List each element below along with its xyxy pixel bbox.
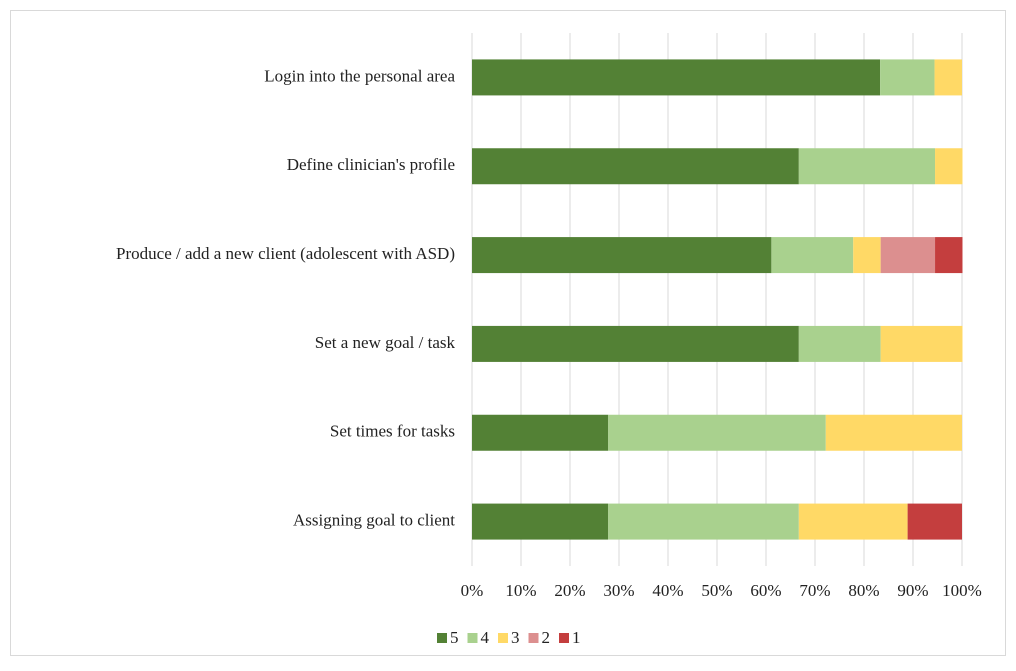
y-tick-label: Produce / add a new client (adolescent w… [116,244,455,263]
y-tick-label: Login into the personal area [264,66,455,85]
x-tick-label: 60% [750,581,781,600]
y-tick-label: Assigning goal to client [293,510,455,529]
x-tick-label: 80% [848,581,879,600]
legend-swatch [467,633,478,643]
x-tick-label: 20% [554,581,585,600]
x-tick-label: 30% [603,581,634,600]
x-tick-label: 90% [897,581,928,600]
bar-segment [472,59,881,96]
legend-swatch [437,633,447,643]
x-tick-label: 70% [799,581,830,600]
y-tick-label: Set a new goal / task [315,333,456,352]
bar-segment [608,503,799,540]
legend-label: 3 [511,628,520,647]
bar-segment [853,237,881,274]
y-tick-label: Define clinician's profile [287,155,455,174]
legend-label: 5 [450,628,459,647]
bar-segment [880,325,963,362]
x-tick-label: 100% [942,581,982,600]
bar-segment [472,325,799,362]
legend-label: 2 [542,628,551,647]
bar-segment [608,414,826,451]
bar-segment [771,237,854,274]
x-tick-label: 50% [701,581,732,600]
bar-segment [825,414,962,451]
legend-swatch [528,633,539,643]
y-tick-label: Set times for tasks [330,422,455,441]
bar-segment [472,237,772,274]
bar-segment [798,325,881,362]
bar-segment [880,59,935,96]
bar-segment [935,148,963,185]
bar-segment [472,414,609,451]
x-tick-label: 40% [652,581,683,600]
bar-segment [472,503,609,540]
bar-segment [880,237,936,274]
bar-segment [935,237,963,274]
x-tick-label: 0% [461,581,484,600]
legend-label: 1 [572,628,581,647]
bar-segment [798,503,908,540]
bar-segment [798,148,936,185]
bar-segment [934,59,962,96]
legend-label: 4 [481,628,490,647]
legend-swatch [498,633,508,643]
x-tick-label: 10% [505,581,536,600]
legend-swatch [559,633,569,643]
bar-segment [472,148,799,185]
bar-segment [907,503,962,540]
